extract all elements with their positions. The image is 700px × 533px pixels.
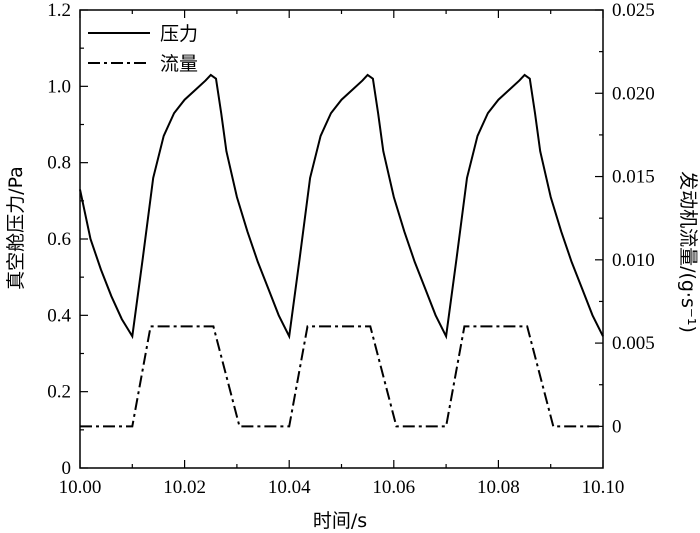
left-y-tick-label: 1.2 (47, 0, 71, 21)
x-tick-label: 10.06 (372, 477, 415, 498)
right-y-tick-label: 0.020 (612, 83, 655, 104)
pressure-series-line (79, 73, 604, 340)
x-tick-label: 10.04 (268, 477, 311, 498)
right-y-axis-ticks: 0 0.005 0.010 0.015 0.020 0.025 (595, 0, 655, 437)
x-axis-title: 时间/s (313, 510, 367, 532)
left-y-axis-ticks: 0 0.2 0.4 0.6 0.8 1.0 1.2 (47, 0, 88, 479)
left-y-tick-label: 0.4 (47, 305, 71, 326)
x-axis-ticks: 10.00 10.02 10.04 10.06 10.08 10.10 (59, 10, 625, 498)
series-layer (79, 73, 604, 428)
plot-border (79, 9, 604, 469)
x-tick-label: 10.02 (163, 477, 206, 498)
left-y-tick-label: 1.0 (47, 76, 71, 97)
x-tick-label: 10.08 (477, 477, 520, 498)
right-y-axis-title: 发动机流量/(g·s⁻¹) (677, 171, 699, 333)
x-tick-label: 10.10 (582, 477, 625, 498)
plot-frame (79, 9, 604, 469)
right-y-tick-label: 0 (612, 416, 622, 437)
left-y-tick-label: 0.6 (47, 229, 71, 250)
right-y-tick-label: 0.010 (612, 250, 655, 271)
x-tick-label: 10.00 (59, 477, 102, 498)
legend-label-flow: 流量 (160, 53, 198, 75)
legend: 压力 流量 (88, 23, 198, 75)
left-y-axis-title: 真空舱压力/Pa (5, 166, 27, 290)
legend-label-pressure: 压力 (160, 23, 198, 45)
left-y-tick-label: 0 (62, 458, 72, 479)
left-y-tick-label: 0.2 (47, 382, 71, 403)
right-y-tick-label: 0.005 (612, 333, 655, 354)
flow-series-line (80, 325, 603, 428)
left-y-tick-label: 0.8 (47, 153, 71, 174)
right-y-tick-label: 0.015 (612, 167, 655, 188)
right-y-tick-label: 0.025 (612, 0, 655, 21)
